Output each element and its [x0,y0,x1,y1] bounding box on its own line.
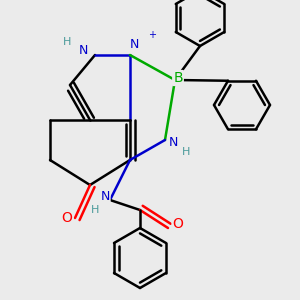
Text: B: B [173,71,183,85]
Text: N: N [100,190,110,202]
Text: O: O [172,217,183,231]
Text: H: H [182,147,190,157]
Text: +: + [148,30,156,40]
Text: N: N [78,44,88,56]
Text: O: O [61,211,72,225]
Text: H: H [91,205,99,215]
Text: N: N [129,38,139,52]
Text: H: H [63,37,71,47]
Text: N: N [168,136,178,148]
